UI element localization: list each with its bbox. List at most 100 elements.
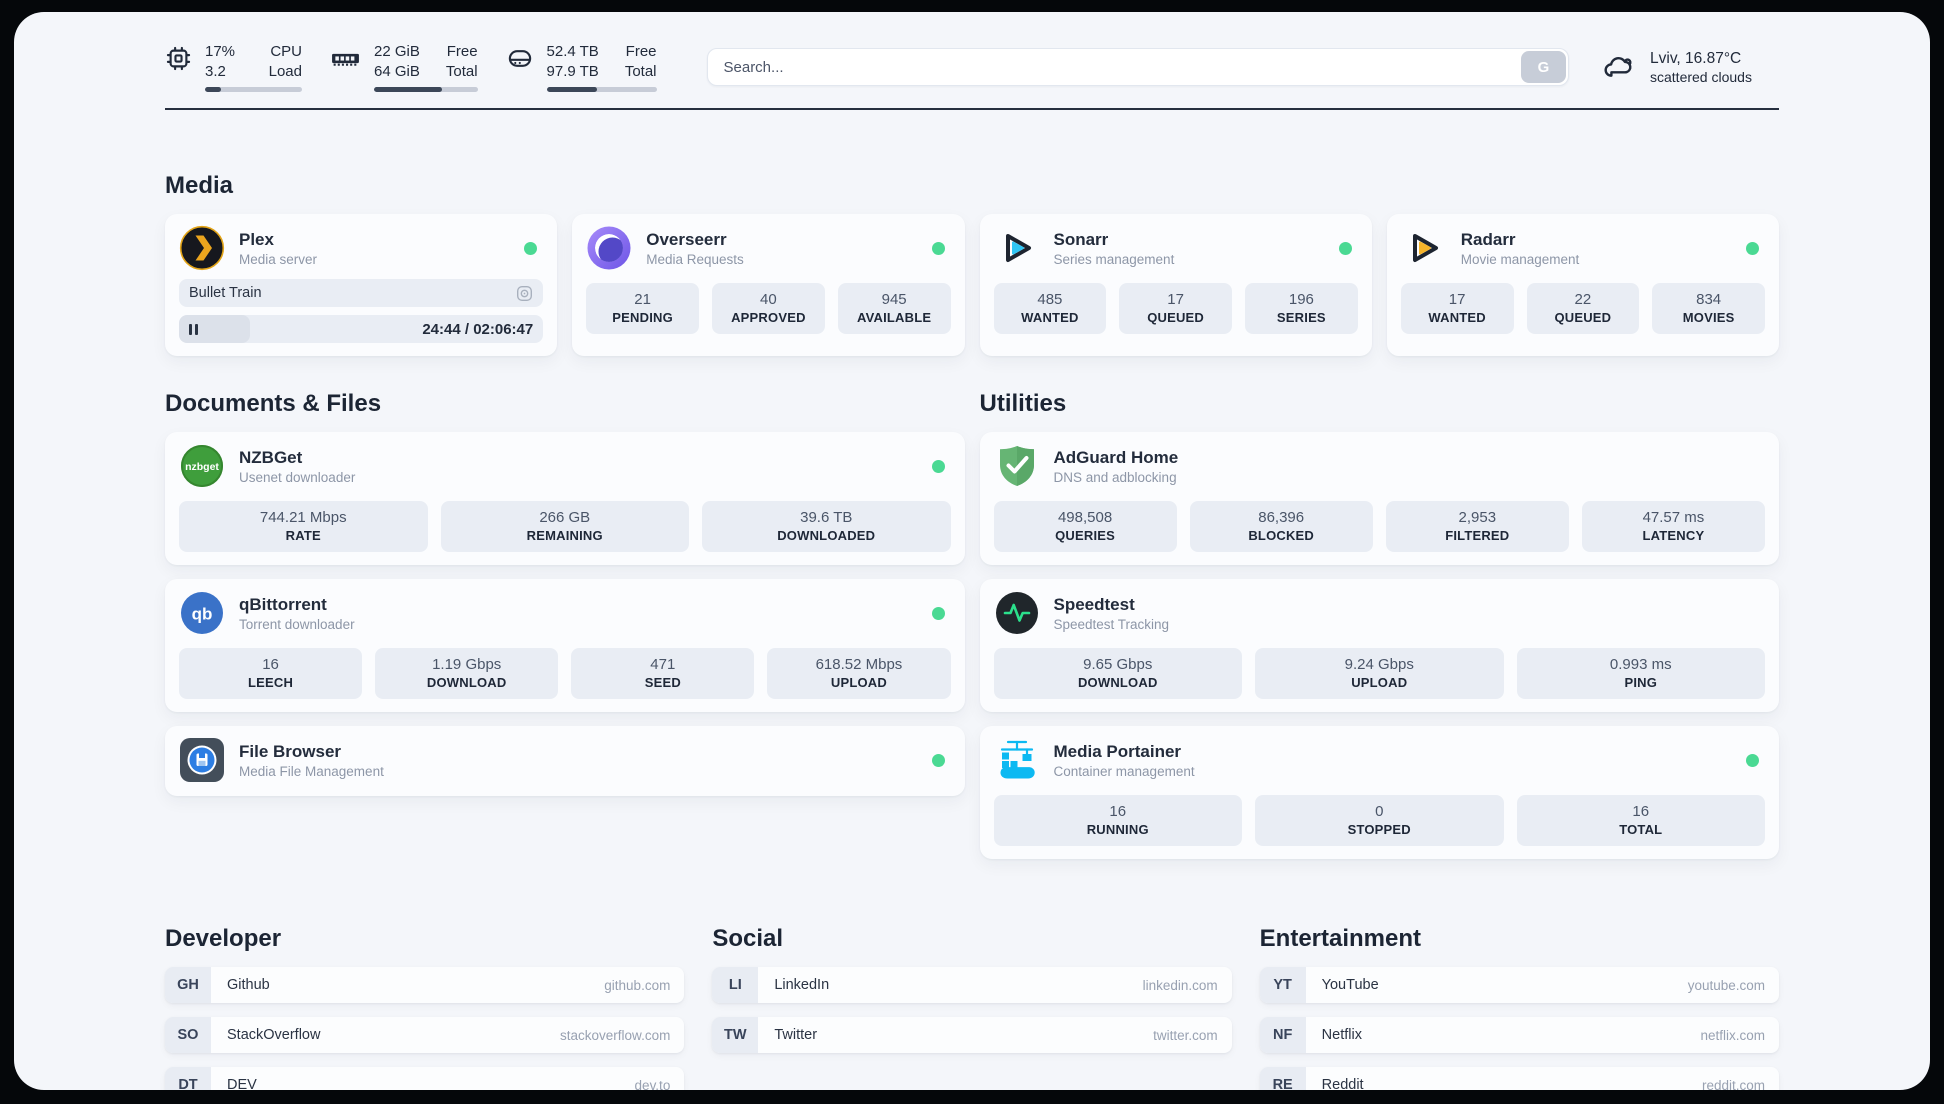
stat-label: PING: [1624, 675, 1658, 690]
developer-bookmarks: GH Github github.com SO StackOverflow stackov…: [165, 967, 685, 1090]
media-type-icon: [516, 285, 533, 302]
app-title: Plex: [239, 229, 274, 249]
app-desc: Media File Management: [239, 763, 384, 779]
bookmark-abbr: TW: [712, 1017, 759, 1053]
stat-label: RATE: [285, 528, 321, 543]
adguard-card[interactable]: AdGuard Home DNS and adblocking 498,508 Q…: [979, 432, 1779, 565]
overseerr-card[interactable]: Overseerr Media Requests 21 PENDING 40 APPR…: [572, 214, 965, 356]
section-title-developer: Developer: [165, 925, 282, 952]
now-playing-row[interactable]: Bullet Train: [179, 279, 544, 307]
memory-progress-fill: [374, 87, 443, 92]
cpu-usage-value: 17%: [205, 43, 236, 60]
bookmark-item[interactable]: RE Reddit reddit.com: [1259, 1067, 1779, 1090]
search-input[interactable]: [706, 48, 1569, 86]
radarr-card[interactable]: Radarr Movie management 17 WANTED 22 QUEUED…: [1386, 214, 1779, 356]
memory-total-label: Total: [445, 62, 478, 80]
stat-box: 834 MOVIES: [1652, 283, 1765, 334]
bookmark-url: twitter.com: [1153, 1027, 1218, 1043]
overseerr-icon: [586, 225, 632, 271]
stat-value: 485: [1037, 291, 1063, 308]
sonarr-stats: 485 WANTED 17 QUEUED 196 SERIES: [993, 283, 1358, 334]
media-grid: Plex Media server Bullet Train 24:44 / 0…: [165, 214, 1779, 356]
speedtest-icon: [994, 590, 1040, 636]
stat-value: 834: [1696, 291, 1722, 308]
speedtest-card[interactable]: Speedtest Speedtest Tracking 9.65 Gbps DO…: [979, 579, 1779, 712]
disk-progress-track: [546, 87, 657, 92]
status-dot-online: [1746, 241, 1759, 255]
stat-box: 744.21 Mbps RATE: [179, 501, 428, 552]
bookmark-item[interactable]: YT YouTube youtube.com: [1259, 967, 1779, 1003]
nzbget-card[interactable]: nzbget NZBGet Usenet downloader 744.21 M…: [165, 432, 965, 565]
stat-label: UPLOAD: [1351, 675, 1408, 690]
qbittorrent-stats: 16 LEECH 1.19 Gbps DOWNLOAD 471 SEED 618.52 Mb…: [179, 648, 951, 699]
disk-total-value: 97.9 TB: [546, 62, 599, 80]
stat-box: 39.6 TB DOWNLOADED: [702, 501, 951, 552]
stat-label: TOTAL: [1619, 822, 1663, 837]
playback-progress-row[interactable]: 24:44 / 02:06:47: [179, 315, 544, 343]
sonarr-card[interactable]: Sonarr Series management 485 WANTED 17 QUEU…: [979, 214, 1372, 356]
stat-value: 16: [262, 656, 279, 673]
stat-box: 47.57 ms LATENCY: [1581, 501, 1765, 552]
bookmark-abbr: NF: [1259, 1017, 1306, 1053]
bookmark-item[interactable]: TW Twitter twitter.com: [712, 1017, 1232, 1053]
stat-label: RUNNING: [1086, 822, 1149, 837]
bookmark-item[interactable]: LI LinkedIn linkedin.com: [712, 967, 1232, 1003]
bookmark-abbr: DT: [165, 1067, 211, 1090]
stat-box: 16 LEECH: [179, 648, 363, 699]
portainer-card[interactable]: Media Portainer Container management 16 R…: [979, 726, 1779, 859]
memory-free-value: 22 GiB: [374, 43, 420, 60]
app-title: Radarr: [1460, 229, 1516, 249]
radarr-icon: [1401, 225, 1447, 271]
bookmark-url: youtube.com: [1687, 977, 1765, 993]
weather-widget: Lviv, 16.87°C scattered clouds: [1601, 50, 1779, 85]
app-title: AdGuard Home: [1053, 447, 1179, 467]
bookmark-item[interactable]: SO StackOverflow stackoverflow.com: [165, 1017, 685, 1053]
bookmark-item[interactable]: GH Github github.com: [165, 967, 685, 1003]
plex-card[interactable]: Plex Media server Bullet Train 24:44 / 0…: [165, 214, 558, 356]
app-title: Sonarr: [1053, 229, 1109, 249]
stat-value: 2,953: [1458, 509, 1497, 526]
bookmark-url: stackoverflow.com: [560, 1027, 671, 1043]
cpu-progress-fill: [205, 87, 222, 92]
disk-progress-fill: [546, 87, 598, 92]
pause-icon[interactable]: [189, 323, 198, 335]
stat-label: WANTED: [1428, 310, 1486, 325]
bookmark-item[interactable]: DT DEV dev.to: [165, 1067, 685, 1090]
bookmark-abbr: LI: [712, 967, 759, 1003]
stat-value: 16: [1632, 803, 1650, 820]
qbittorrent-card[interactable]: qb qBittorrent Torrent downloader 16 LEEC…: [165, 579, 965, 712]
social-section: Social LI LinkedIn linkedin.com TW Twitter tw…: [712, 925, 1232, 1090]
adguard-icon: [994, 443, 1040, 489]
playback-time: 24:44 / 02:06:47: [422, 320, 534, 338]
stat-value: 17: [1167, 291, 1184, 308]
stat-box: 40 APPROVED: [712, 283, 825, 334]
stat-box: 471 SEED: [571, 648, 755, 699]
bookmark-name: YouTube: [1321, 977, 1379, 993]
filebrowser-card[interactable]: File Browser Media File Management: [165, 726, 965, 796]
plex-icon: [179, 225, 225, 271]
entertainment-section: Entertainment YT YouTube youtube.com NF Netf…: [1259, 925, 1779, 1090]
app-desc: Series management: [1053, 251, 1175, 267]
bookmark-item[interactable]: NF Netflix netflix.com: [1259, 1017, 1779, 1053]
section-title-media: Media: [165, 172, 234, 199]
stat-value: 9.65 Gbps: [1083, 656, 1153, 673]
nzbget-icon: nzbget: [179, 443, 225, 489]
topbar-divider: [165, 108, 1779, 110]
portainer-stats: 16 RUNNING 0 STOPPED 16 TOTAL: [993, 795, 1765, 846]
stat-label: SEED: [644, 675, 681, 690]
stat-label: UPLOAD: [830, 675, 887, 690]
stat-value: 471: [650, 656, 676, 673]
bookmark-abbr: GH: [165, 967, 211, 1003]
adguard-stats: 498,508 QUERIES 86,396 BLOCKED 2,953 FILTERED…: [993, 501, 1765, 552]
stat-label: LATENCY: [1642, 528, 1705, 543]
stat-label: WANTED: [1021, 310, 1079, 325]
stat-value: 945: [881, 291, 907, 308]
bookmark-url: github.com: [604, 977, 671, 993]
stat-value: 744.21 Mbps: [259, 509, 347, 526]
search-provider-button[interactable]: G: [1521, 51, 1566, 83]
svg-text:nzbget: nzbget: [185, 461, 219, 473]
dashboard-page: 17% CPU 3.2 Load 22 GiB Free 64 GiB Tota…: [14, 12, 1930, 1090]
stat-label: REMAINING: [526, 528, 603, 543]
bookmark-name: Netflix: [1321, 1027, 1362, 1043]
